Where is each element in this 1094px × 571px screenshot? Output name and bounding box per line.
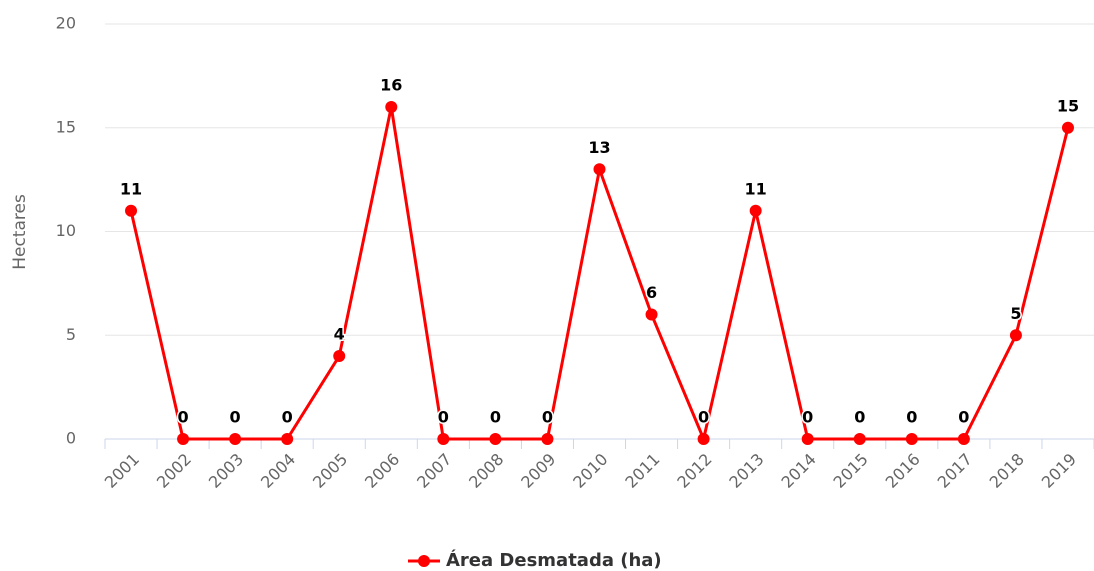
series-line (129, 106, 1070, 444)
x-tick-label: 2005 (309, 450, 351, 492)
point (437, 433, 450, 445)
point (281, 433, 294, 445)
x-tick-label: 2010 (569, 450, 611, 492)
point (125, 204, 138, 217)
x-tick-label: 2015 (830, 450, 872, 492)
data-label: 0 (230, 408, 241, 427)
point (229, 433, 242, 445)
data-label: 0 (542, 408, 553, 427)
x-tick-label: 2016 (882, 450, 924, 492)
legend-symbol (418, 555, 430, 567)
y-tick-label: 5 (66, 325, 76, 344)
data-label: 4 (334, 325, 345, 344)
x-tick-label: 2009 (517, 450, 559, 492)
legend-label: Área Desmatada (ha) (446, 549, 662, 571)
point (905, 433, 918, 445)
point (1009, 329, 1022, 342)
point (801, 433, 814, 445)
point (645, 308, 658, 321)
point (489, 433, 502, 445)
point (697, 433, 710, 445)
x-tick-label: 2006 (361, 450, 403, 492)
data-label: 13 (588, 138, 610, 157)
data-label: 5 (1010, 304, 1021, 323)
x-tick-label: 2012 (673, 450, 715, 492)
x-tick-label: 2001 (101, 450, 143, 492)
y-tick-label: 15 (56, 117, 76, 136)
y-tick-label: 20 (56, 14, 76, 33)
point (177, 433, 190, 445)
y-tick-label: 10 (56, 221, 76, 240)
data-label: 6 (646, 283, 657, 302)
data-label: 0 (958, 408, 969, 427)
x-tick-label: 2008 (465, 450, 507, 492)
data-label: 0 (906, 408, 917, 427)
data-label: 0 (282, 408, 293, 427)
x-tick-label: 2019 (1038, 450, 1080, 492)
data-label: 11 (120, 179, 142, 198)
x-tick-label: 2017 (934, 450, 976, 492)
data-label: 0 (802, 408, 813, 427)
point (1061, 121, 1074, 134)
point (853, 433, 866, 445)
point (749, 204, 762, 217)
data-label: 0 (698, 408, 709, 427)
point (385, 101, 398, 113)
x-tick-label: 2013 (725, 450, 767, 492)
y-tick-label: 0 (66, 429, 76, 448)
data-label: 15 (1057, 96, 1079, 115)
data-label: 16 (380, 76, 402, 95)
x-tick-label: 2014 (777, 450, 819, 492)
x-tick-label: 2011 (621, 450, 663, 492)
x-tick-label: 2004 (257, 450, 299, 492)
point (541, 433, 554, 445)
point (593, 163, 606, 176)
data-label: 0 (178, 408, 189, 427)
data-label: 0 (438, 408, 449, 427)
x-tick-label: 2002 (153, 450, 195, 492)
x-tick-label: 2007 (413, 450, 455, 492)
x-tick-label: 2018 (986, 450, 1028, 492)
point (957, 433, 970, 445)
x-tick-label: 2003 (205, 450, 247, 492)
data-label: 0 (490, 408, 501, 427)
data-label: 0 (854, 408, 865, 427)
point (333, 350, 346, 362)
y-axis-title: Hectares (10, 194, 30, 270)
data-label: 11 (745, 179, 767, 198)
